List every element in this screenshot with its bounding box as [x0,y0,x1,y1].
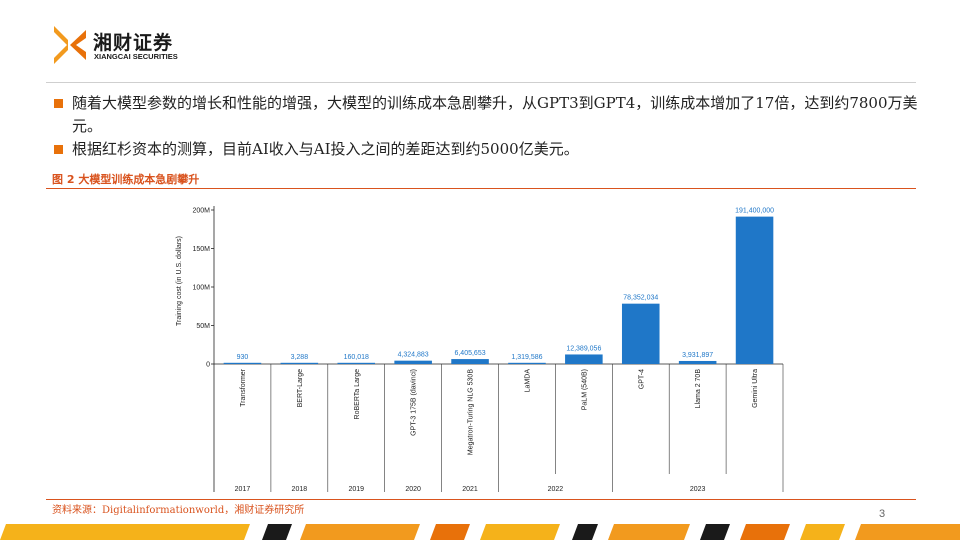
source-note: 资料来源：Digitalinformationworld，湘财证券研究所 [52,505,305,516]
company-logo: 湘财证券 XIANGCAI SECURITIES [52,22,202,68]
year-label: 2020 [405,486,421,493]
bar [280,362,319,364]
year-label: 2023 [690,486,706,493]
y-axis-label: Training cost (in U.S. dollars) [176,236,183,326]
bar-value-label: 6,405,653 [454,350,485,357]
bar-value-label: 78,352,034 [623,295,658,302]
bullet-list: 随着大模型参数的增长和性能的增强，大模型的训练成本急剧攀升，从GPT3到GPT4… [52,92,922,161]
footer-stripes-decoration [0,524,960,540]
bullet-item: 随着大模型参数的增长和性能的增强，大模型的训练成本急剧攀升，从GPT3到GPT4… [52,92,922,138]
bar [223,362,262,364]
y-tick-label: 150M [192,246,210,253]
bar-value-label: 1,319,586 [511,354,542,361]
figure-title: 图 2 大模型训练成本急剧攀升 [52,173,200,186]
bar-value-label: 3,288 [291,354,309,361]
y-tick-label: 100M [192,285,210,292]
bullet-item: 根据红杉资本的测算，目前AI收入与AI投入之间的差距达到约5000亿美元。 [52,138,922,161]
bar-value-label: 930 [237,354,249,361]
year-label: 2019 [348,486,364,493]
bar-value-label: 4,324,883 [398,352,429,359]
category-label: GPT-4 [638,369,645,389]
bar [565,354,603,364]
bullet-square-icon [54,99,63,108]
bullet-text: 根据红杉资本的测算，目前AI收入与AI投入之间的差距达到约5000亿美元。 [72,140,579,158]
bar [678,360,717,364]
bar-value-label: 3,931,897 [682,352,713,359]
y-tick-label: 200M [192,208,210,215]
page-number: 3 [879,508,886,520]
logo-chinese-name: 湘财证券 [93,32,174,54]
figure-title-divider [46,188,916,189]
bullet-text: 随着大模型参数的增长和性能的增强，大模型的训练成本急剧攀升，从GPT3到GPT4… [72,94,918,135]
category-label: Megatron-Turing NLG 530B [468,369,475,455]
category-label: PaLM (540B) [581,369,588,410]
bar [508,362,546,364]
logo-english-name: XIANGCAI SECURITIES [94,52,178,61]
y-tick-label: 50M [196,323,210,330]
bar-value-label: 191,400,000 [735,208,774,215]
bar [337,362,376,364]
bar [394,360,432,364]
bullet-square-icon [54,145,63,154]
category-label: GPT-3 175B (davinci) [411,369,418,436]
y-tick-label: 0 [206,362,210,369]
source-divider [46,499,916,500]
category-label: Llama 2 70B [695,369,702,409]
category-label: Gemini Ultra [752,369,759,408]
header-divider [46,82,916,83]
category-label: Transformer [240,368,247,407]
bar [621,303,660,364]
bar-value-label: 160,018 [344,354,369,361]
logo-mark-icon [54,26,86,64]
category-label: BERT-Large [297,369,304,407]
category-label: LaMDA [524,369,531,393]
category-label: RoBERTa Large [354,369,361,420]
bar [451,359,489,364]
year-label: 2022 [548,486,564,493]
year-label: 2018 [292,486,308,493]
bar [735,216,774,364]
bar-value-label: 12,389,056 [566,345,601,352]
year-label: 2017 [235,486,251,493]
year-label: 2021 [462,486,478,493]
